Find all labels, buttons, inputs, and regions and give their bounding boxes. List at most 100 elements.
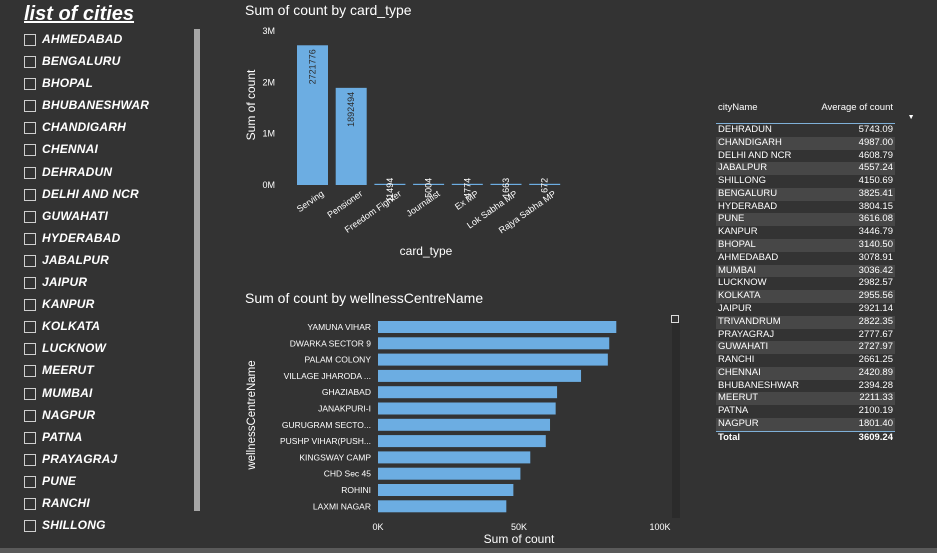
slicer-item[interactable]: CHANDIGARH bbox=[0, 118, 190, 140]
checkbox[interactable] bbox=[24, 144, 36, 157]
bar[interactable] bbox=[378, 369, 582, 382]
slicer-item[interactable]: DEHRADUN bbox=[0, 163, 190, 185]
column-header-average[interactable]: Average of count ▼ bbox=[810, 100, 915, 124]
bar[interactable] bbox=[378, 500, 507, 513]
table-row[interactable]: KANPUR 3446.79 bbox=[716, 226, 895, 239]
checkbox[interactable] bbox=[24, 520, 36, 533]
checkbox[interactable] bbox=[24, 56, 36, 69]
slicer-item[interactable]: RANCHI bbox=[0, 494, 190, 516]
table-row[interactable]: KOLKATA 2955.56 bbox=[716, 290, 895, 303]
table-row[interactable]: LUCKNOW 2982.57 bbox=[716, 277, 895, 290]
checkbox[interactable] bbox=[24, 188, 36, 201]
table-row[interactable]: PUNE 3616.08 bbox=[716, 213, 895, 227]
slicer-item[interactable]: PUNE bbox=[0, 472, 190, 494]
table-row[interactable]: MEERUT 2211.33 bbox=[716, 392, 895, 406]
slicer-item[interactable]: BHOPAL bbox=[0, 74, 190, 96]
table-row[interactable]: JABALPUR 4557.24 bbox=[716, 162, 895, 176]
chart-scrollbar[interactable] bbox=[672, 318, 680, 518]
checkbox[interactable] bbox=[24, 210, 36, 223]
slicer-item[interactable]: KOLKATA bbox=[0, 317, 190, 339]
bar[interactable] bbox=[374, 183, 406, 185]
table-row[interactable]: PRAYAGRAJ 2777.67 bbox=[716, 329, 895, 342]
checkbox[interactable] bbox=[24, 431, 36, 444]
column-header-cityname[interactable]: cityName bbox=[716, 100, 811, 124]
checkbox[interactable] bbox=[24, 122, 36, 135]
focus-mode-icon[interactable] bbox=[671, 315, 679, 323]
bar[interactable] bbox=[378, 337, 610, 350]
bar[interactable] bbox=[378, 386, 558, 399]
table-row[interactable]: AHMEDABAD 3078.91 bbox=[716, 252, 895, 265]
slicer-item[interactable]: AHMEDABAD bbox=[0, 30, 190, 52]
checkbox[interactable] bbox=[24, 100, 36, 113]
slicer-item[interactable]: CHENNAI bbox=[0, 140, 190, 162]
slicer-item[interactable]: PATNA bbox=[0, 428, 190, 450]
cell-city-name: KOLKATA bbox=[716, 290, 811, 303]
slicer-item[interactable]: MUMBAI bbox=[0, 384, 190, 406]
slicer-scrollbar[interactable] bbox=[194, 29, 200, 511]
table-row[interactable]: BENGALURU 3825.41 bbox=[716, 187, 895, 201]
table-row[interactable]: MUMBAI 3036.42 bbox=[716, 264, 895, 278]
checkbox[interactable] bbox=[24, 166, 36, 179]
bar[interactable] bbox=[451, 183, 483, 185]
bar[interactable] bbox=[378, 435, 546, 448]
table-row[interactable]: DEHRADUN 5743.09 bbox=[716, 124, 895, 137]
checkbox[interactable] bbox=[24, 299, 36, 312]
bar[interactable] bbox=[378, 402, 556, 415]
slicer-item[interactable]: NAGPUR bbox=[0, 406, 190, 428]
slicer-item[interactable]: JABALPUR bbox=[0, 251, 190, 273]
bar[interactable] bbox=[378, 353, 608, 366]
bottom-divider bbox=[0, 548, 937, 553]
checkbox[interactable] bbox=[24, 321, 36, 334]
bar[interactable] bbox=[378, 467, 521, 480]
cell-average: 4987.00 bbox=[810, 136, 895, 150]
bar[interactable] bbox=[490, 183, 522, 185]
bar[interactable] bbox=[413, 183, 445, 185]
slicer-item[interactable]: LUCKNOW bbox=[0, 339, 190, 361]
bar[interactable] bbox=[297, 45, 328, 185]
slicer-item[interactable]: KANPUR bbox=[0, 295, 190, 317]
slicer-item-label: BENGALURU bbox=[42, 54, 121, 69]
table-row[interactable]: SHILLONG 4150.69 bbox=[716, 175, 895, 188]
table-row[interactable]: BHUBANESHWAR 2394.28 bbox=[716, 380, 895, 393]
bar[interactable] bbox=[378, 484, 514, 496]
slicer-item[interactable]: BENGALURU bbox=[0, 52, 190, 74]
checkbox[interactable] bbox=[24, 277, 36, 290]
checkbox[interactable] bbox=[24, 453, 36, 466]
slicer-item[interactable]: GUWAHATI bbox=[0, 207, 190, 229]
table-row[interactable]: CHANDIGARH 4987.00 bbox=[716, 136, 895, 150]
checkbox[interactable] bbox=[24, 343, 36, 356]
slicer-item[interactable]: HYDERABAD bbox=[0, 229, 190, 251]
table-row[interactable]: NAGPUR 1801.40 bbox=[716, 417, 895, 432]
table-row[interactable]: GUWAHATI 2727.97 bbox=[716, 341, 895, 355]
bar[interactable] bbox=[378, 321, 617, 333]
checkbox[interactable] bbox=[24, 78, 36, 91]
table-row[interactable]: HYDERABAD 3804.15 bbox=[716, 201, 895, 214]
table-row[interactable]: TRIVANDRUM 2822.35 bbox=[716, 315, 895, 329]
cell-city-name: RANCHI bbox=[718, 354, 755, 366]
checkbox[interactable] bbox=[24, 232, 36, 245]
table-row[interactable]: CHENNAI 2420.89 bbox=[716, 366, 895, 380]
checkbox[interactable] bbox=[24, 475, 36, 488]
slicer-item[interactable]: JAIPUR bbox=[0, 273, 190, 295]
table-row[interactable]: PATNA 2100.19 bbox=[716, 405, 895, 418]
slicer-item[interactable]: MEERUT bbox=[0, 361, 190, 383]
checkbox[interactable] bbox=[24, 254, 36, 267]
table-row[interactable]: RANCHI 2661.25 bbox=[716, 354, 895, 367]
bar[interactable] bbox=[335, 87, 367, 185]
checkbox[interactable] bbox=[24, 365, 36, 378]
slicer-item[interactable]: SHILLONG bbox=[0, 516, 190, 538]
slicer-item[interactable]: BHUBANESHWAR bbox=[0, 96, 190, 118]
checkbox[interactable] bbox=[24, 387, 36, 400]
table-row[interactable]: BHOPAL 3140.50 bbox=[716, 239, 895, 252]
checkbox[interactable] bbox=[24, 34, 36, 46]
bar[interactable] bbox=[378, 418, 551, 431]
table-row[interactable]: DELHI AND NCR 4608.79 bbox=[716, 150, 895, 163]
slicer-item[interactable]: DELHI AND NCR bbox=[0, 185, 190, 207]
bar[interactable] bbox=[378, 451, 531, 464]
checkbox[interactable] bbox=[24, 497, 36, 510]
bar[interactable] bbox=[529, 183, 561, 185]
y-axis-title: wellnessCentreName bbox=[246, 360, 258, 470]
table-row[interactable]: JAIPUR 2921.14 bbox=[716, 303, 895, 316]
slicer-item[interactable]: PRAYAGRAJ bbox=[0, 450, 190, 472]
checkbox[interactable] bbox=[24, 409, 36, 422]
